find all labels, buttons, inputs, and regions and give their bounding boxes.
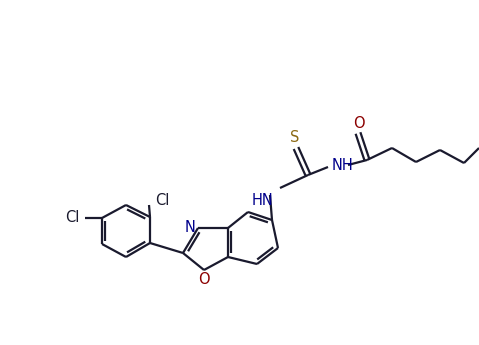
Text: HN: HN xyxy=(252,193,274,207)
Text: NH: NH xyxy=(332,158,354,172)
Text: Cl: Cl xyxy=(155,193,170,207)
Text: Cl: Cl xyxy=(65,210,80,226)
Text: O: O xyxy=(353,116,365,131)
Text: S: S xyxy=(290,130,300,145)
Text: O: O xyxy=(198,272,210,287)
Text: N: N xyxy=(185,220,196,236)
